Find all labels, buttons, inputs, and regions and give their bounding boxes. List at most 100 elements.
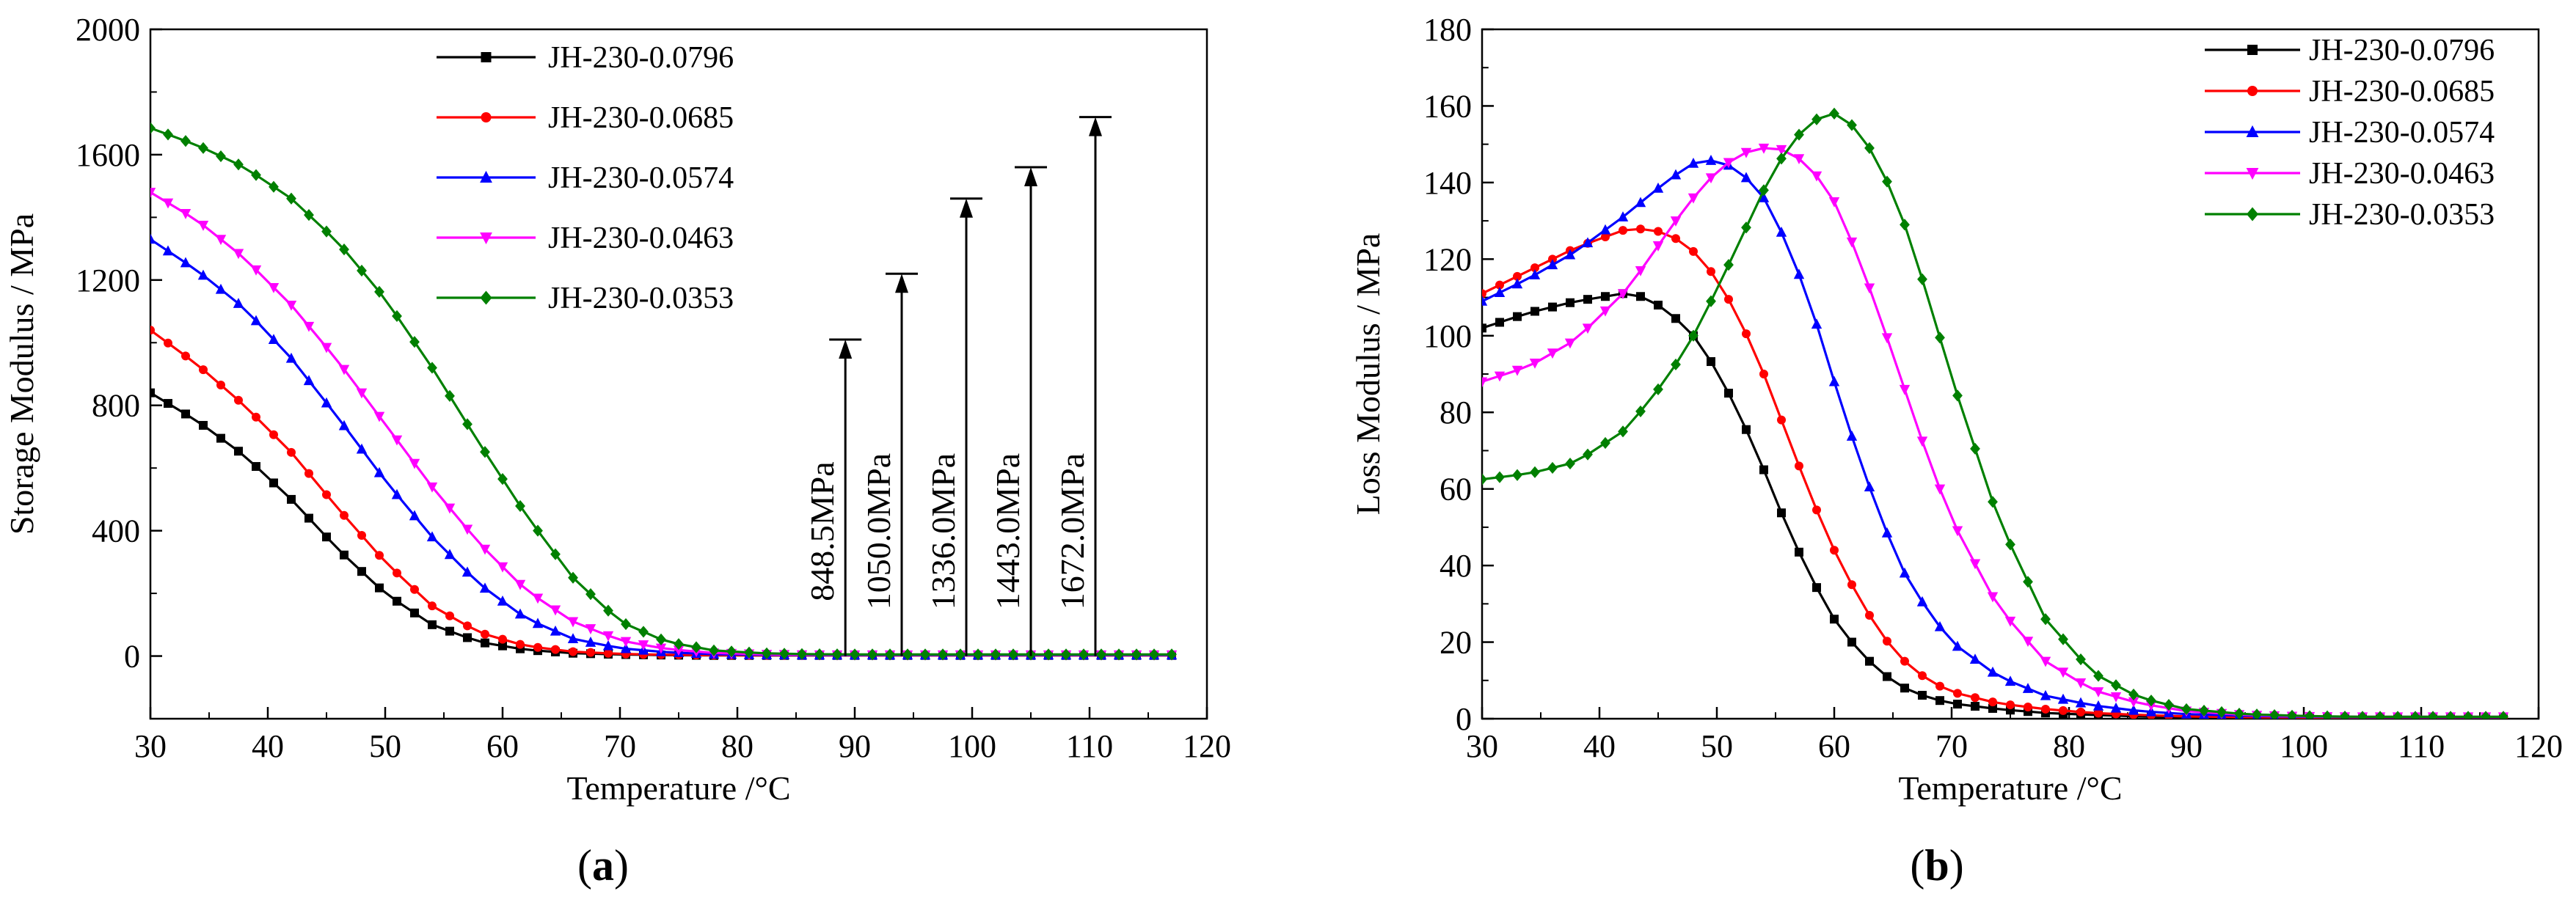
data-point (2005, 538, 2015, 551)
legend-marker (2247, 86, 2258, 96)
data-point (1865, 656, 1874, 666)
y-tick-label: 1200 (76, 263, 140, 298)
y-axis-label: Storage Modulus / MPa (3, 213, 40, 535)
data-point (2357, 711, 2368, 719)
data-point (252, 412, 260, 422)
data-point (1583, 448, 1593, 461)
data-point (655, 643, 667, 654)
data-point (427, 362, 437, 374)
data-point (150, 122, 156, 134)
legend-marker (2246, 168, 2259, 180)
panel-label-open: ( (577, 841, 592, 890)
data-point (409, 458, 420, 469)
data-point (1635, 266, 1646, 276)
data-point (2181, 703, 2192, 716)
data-point (691, 641, 701, 653)
data-point (1566, 298, 1575, 307)
data-point (322, 532, 331, 542)
data-point (1482, 377, 1488, 388)
data-point (1653, 383, 1663, 395)
data-point (1723, 259, 1734, 271)
data-point (1759, 184, 1769, 197)
data-point (392, 309, 402, 323)
legend-label: JH-230-0.0685 (548, 101, 734, 135)
data-point (1829, 107, 1839, 120)
data-point (1918, 671, 1927, 681)
series-JH-230-0.0685 (1482, 224, 2508, 719)
x-tick-label: 60 (1818, 728, 1850, 764)
data-point (304, 469, 313, 478)
data-point (1953, 700, 1962, 709)
data-point (1671, 314, 1680, 323)
data-point (1654, 227, 1663, 236)
legend-entry: JH-230-0.0574 (437, 161, 734, 195)
data-point (2058, 633, 2068, 645)
data-point (1599, 224, 1611, 235)
data-point (1899, 384, 1911, 395)
data-point (638, 640, 649, 651)
y-tick-label: 100 (1423, 318, 1472, 354)
data-point (1759, 370, 1768, 378)
data-point (550, 625, 561, 636)
panel-label-open: ( (1910, 841, 1924, 890)
data-point (268, 282, 280, 293)
data-point (356, 388, 368, 399)
data-point (373, 411, 385, 422)
x-tick-label: 50 (369, 728, 401, 764)
data-point (1494, 287, 1506, 298)
data-point (1795, 461, 1803, 471)
data-point (550, 548, 561, 560)
data-point (162, 198, 174, 209)
annotation-arrowhead (960, 198, 973, 218)
legend-marker (2246, 125, 2259, 137)
data-point (2111, 679, 2121, 692)
panel-label-close: ) (614, 841, 629, 890)
data-point (1740, 172, 1752, 183)
data-point (550, 605, 561, 616)
data-point (1865, 611, 1874, 620)
data-point (393, 568, 401, 578)
data-point (2110, 702, 2122, 713)
data-point (1952, 389, 1963, 402)
legend-label: JH-230-0.0574 (2309, 116, 2495, 150)
annotation-arrow: 848.5MPa (803, 338, 862, 656)
x-tick-label: 30 (134, 728, 167, 764)
data-point (1008, 648, 1018, 661)
data-point (233, 298, 244, 308)
data-point (304, 513, 313, 523)
data-point (1916, 436, 1928, 447)
data-point (2004, 675, 2016, 686)
data-point (1636, 292, 1645, 301)
data-point (2375, 711, 2385, 719)
data-point (1987, 666, 1999, 677)
data-point (393, 596, 401, 606)
data-point (2075, 697, 2087, 708)
legend-marker (480, 290, 492, 305)
data-point (1670, 216, 1682, 227)
data-point (2445, 711, 2456, 719)
data-point (197, 269, 209, 280)
data-point (938, 648, 948, 661)
legend-entry: JH-230-0.0353 (437, 282, 734, 315)
data-point (252, 462, 260, 472)
data-point (2322, 710, 2332, 719)
data-point (514, 608, 526, 619)
data-point (744, 646, 754, 659)
data-point (339, 243, 349, 256)
data-point (850, 648, 860, 661)
legend-entry: JH-230-0.0353 (2205, 198, 2495, 232)
legend-label: JH-230-0.0685 (2309, 75, 2495, 109)
data-point (1619, 226, 1627, 235)
data-point (373, 466, 385, 477)
data-point (602, 631, 614, 642)
data-point (1971, 702, 1980, 711)
legend-marker (2246, 207, 2259, 221)
data-point (233, 249, 244, 260)
data-point (287, 447, 296, 457)
y-tick-label: 20 (1440, 625, 1472, 661)
y-tick-label: 40 (1440, 548, 1472, 584)
data-point (1776, 153, 1787, 165)
data-point (1811, 318, 1822, 329)
data-point (1617, 211, 1629, 221)
data-point (1935, 331, 1945, 344)
